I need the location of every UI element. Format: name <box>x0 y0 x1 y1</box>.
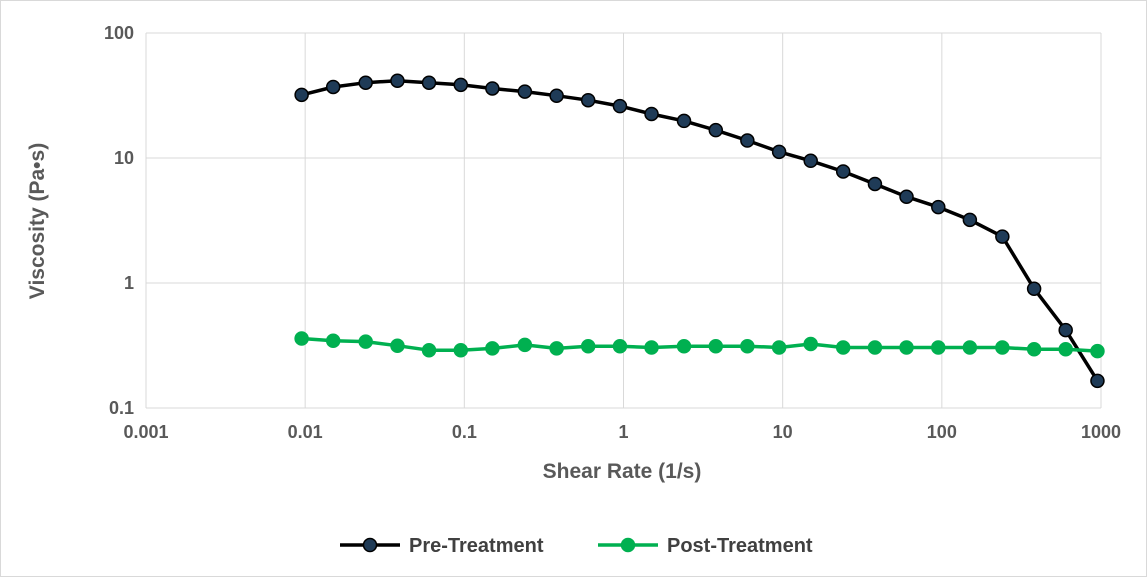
data-point-post-treatment <box>421 342 437 358</box>
data-point-pre-treatment <box>1058 322 1073 338</box>
data-point-pre-treatment <box>517 84 533 99</box>
legend-label-post-treatment: Post-Treatment <box>667 535 813 557</box>
data-point-post-treatment <box>1058 342 1073 357</box>
data-point-post-treatment <box>485 341 500 356</box>
series-pre-treatment <box>294 73 1105 389</box>
data-point-pre-treatment <box>676 113 692 129</box>
x-tick-label: 0.01 <box>288 422 323 442</box>
data-point-pre-treatment <box>580 92 596 108</box>
x-tick-label: 0.1 <box>452 422 477 442</box>
x-tick-label: 1000 <box>1081 422 1121 442</box>
data-point-pre-treatment <box>995 229 1010 244</box>
data-point-post-treatment <box>803 336 818 352</box>
data-point-pre-treatment <box>485 81 500 96</box>
tick-labels: 0.001 0.01 0.1 1 10 100 1000 0.1 1 10 100 <box>104 23 1121 442</box>
data-point-pre-treatment <box>294 87 309 103</box>
data-point-pre-treatment <box>453 77 469 93</box>
data-point-post-treatment <box>835 340 851 355</box>
data-point-post-treatment <box>612 338 628 354</box>
data-point-pre-treatment <box>771 144 787 160</box>
legend-marker-pre-treatment <box>362 537 378 553</box>
x-tick-label: 100 <box>927 422 957 442</box>
y-tick-label: 1 <box>124 273 134 293</box>
y-axis-title: Viscosity (Pa•s) <box>26 143 49 299</box>
x-axis-title: Shear Rate (1/s) <box>543 460 702 483</box>
data-point-post-treatment <box>644 340 659 355</box>
data-point-post-treatment <box>771 340 787 355</box>
data-point-post-treatment <box>325 333 341 349</box>
data-point-pre-treatment <box>358 75 373 90</box>
legend-marker-post-treatment <box>620 537 636 553</box>
y-tick-label: 0.1 <box>109 398 134 418</box>
legend-item-post-treatment: Post-Treatment <box>598 535 813 557</box>
x-tick-label: 0.001 <box>123 422 168 442</box>
data-point-post-treatment <box>453 342 469 358</box>
legend: Pre-Treatment Post-Treatment <box>340 535 813 557</box>
data-point-pre-treatment <box>549 88 564 103</box>
legend-label-pre-treatment: Pre-Treatment <box>409 535 544 557</box>
data-point-pre-treatment <box>1090 373 1105 389</box>
data-point-post-treatment <box>676 338 692 354</box>
data-point-pre-treatment <box>803 153 818 169</box>
data-point-pre-treatment <box>899 189 914 204</box>
data-point-post-treatment <box>517 337 533 353</box>
series <box>294 73 1105 389</box>
data-point-post-treatment <box>931 340 946 355</box>
data-point-pre-treatment <box>867 176 883 192</box>
x-tick-label: 1 <box>618 422 628 442</box>
y-tick-label: 100 <box>104 23 134 43</box>
series-post-treatment <box>294 331 1105 359</box>
data-point-pre-treatment <box>421 75 437 90</box>
data-point-pre-treatment <box>931 199 946 215</box>
data-point-post-treatment <box>1090 343 1105 359</box>
data-point-pre-treatment <box>835 164 851 179</box>
data-point-post-treatment <box>899 340 914 355</box>
data-point-post-treatment <box>867 340 883 355</box>
x-tick-label: 10 <box>773 422 793 442</box>
data-point-pre-treatment <box>644 106 659 122</box>
data-point-post-treatment <box>294 331 309 346</box>
data-point-pre-treatment <box>612 98 628 114</box>
data-point-post-treatment <box>358 334 373 349</box>
y-tick-label: 10 <box>114 148 134 168</box>
data-point-pre-treatment <box>708 122 724 138</box>
data-point-post-treatment <box>740 338 755 354</box>
data-point-post-treatment <box>390 338 405 353</box>
data-point-pre-treatment <box>740 133 755 148</box>
data-point-pre-treatment <box>962 212 978 228</box>
data-point-post-treatment <box>549 341 564 356</box>
data-point-post-treatment <box>708 338 724 354</box>
series-line-post-treatment <box>301 336 1098 353</box>
series-line-pre-treatment <box>301 78 1099 382</box>
legend-item-pre-treatment: Pre-Treatment <box>340 535 544 557</box>
data-point-post-treatment <box>962 340 978 355</box>
data-point-pre-treatment <box>325 79 341 95</box>
data-point-pre-treatment <box>390 73 405 88</box>
data-point-pre-treatment <box>1026 281 1042 296</box>
data-point-post-treatment <box>580 338 596 354</box>
data-point-post-treatment <box>1026 342 1042 357</box>
data-point-post-treatment <box>995 340 1010 355</box>
